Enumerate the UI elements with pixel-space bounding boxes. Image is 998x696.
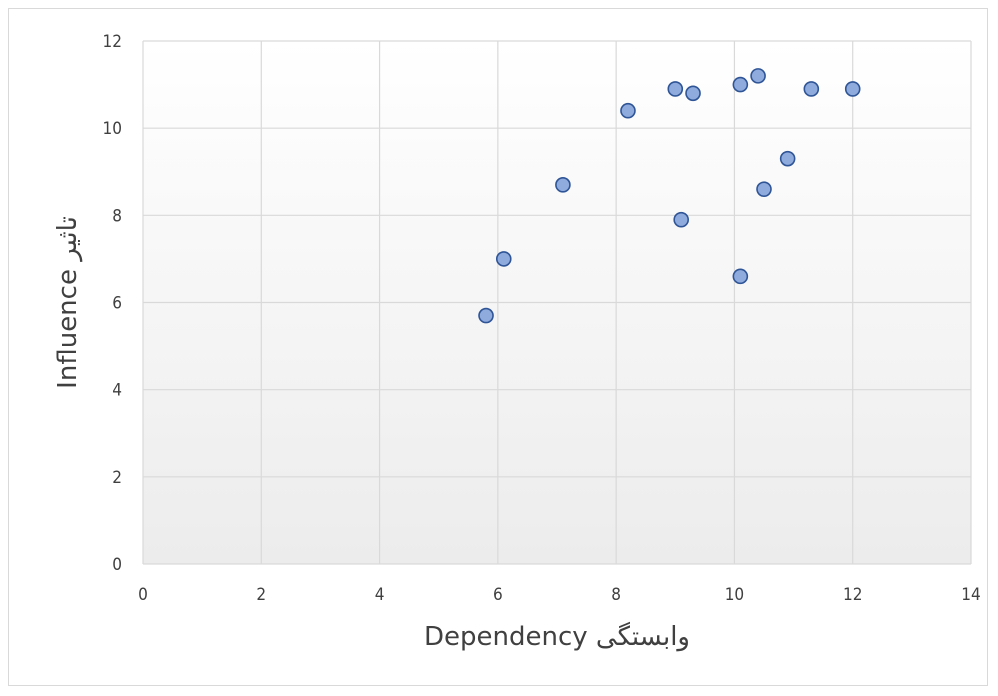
- x-tick-label: 4: [375, 585, 385, 605]
- x-axis-ticks: 0 2 4 6 8 10 12 14: [138, 585, 981, 605]
- data-point: [495, 251, 512, 267]
- data-point: [732, 76, 749, 93]
- x-tick-label: 6: [493, 585, 503, 605]
- y-tick-label: 6: [112, 294, 122, 314]
- data-point: [732, 268, 749, 285]
- y-tick-label: 10: [103, 119, 122, 139]
- data-point: [756, 181, 772, 197]
- data-point: [803, 81, 820, 97]
- y-tick-label: 4: [112, 381, 122, 401]
- x-tick-label: 12: [843, 585, 862, 605]
- x-tick-label: 14: [961, 585, 980, 605]
- x-tick-label: 8: [611, 585, 621, 605]
- data-point: [667, 81, 684, 97]
- x-axis-title: وابستگی Dependency: [424, 621, 690, 652]
- data-point: [750, 68, 766, 84]
- x-tick-label: 0: [138, 585, 148, 605]
- data-points: [478, 68, 861, 324]
- y-tick-label: 2: [112, 468, 122, 488]
- data-point: [844, 81, 861, 97]
- x-tick-label: 10: [725, 585, 744, 605]
- data-point: [478, 307, 494, 324]
- data-point: [620, 102, 636, 119]
- data-point: [555, 177, 571, 193]
- y-tick-label: 12: [103, 32, 122, 52]
- x-tick-label: 2: [256, 585, 266, 605]
- y-tick-label: 0: [112, 555, 122, 575]
- data-point: [685, 85, 701, 102]
- data-point: [779, 150, 796, 167]
- y-axis-ticks: 0 2 4 6 8 10 12: [103, 32, 122, 575]
- y-axis-title: تاثیر Influence: [53, 216, 83, 389]
- y-tick-label: 8: [112, 206, 122, 226]
- gridlines: [142, 40, 972, 565]
- data-point: [673, 211, 690, 228]
